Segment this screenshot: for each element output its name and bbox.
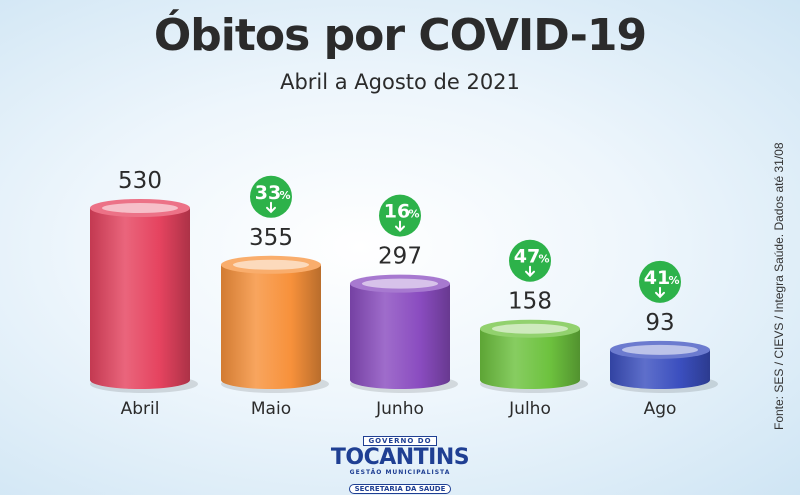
badge-percent: 41 [644, 267, 670, 289]
bar-maio [221, 264, 321, 389]
source-note: Fonte: SES / CIEVS / Integra Saúde. Dado… [772, 142, 786, 430]
down-arrow-icon [395, 220, 405, 233]
value-label: 297 [378, 244, 422, 270]
decrease-badge: 47% [509, 239, 551, 282]
badge-percent: 16 [384, 201, 410, 223]
chart-title: Óbitos por COVID-19 [153, 10, 647, 61]
category-label: Maio [251, 399, 291, 419]
down-arrow-icon [655, 286, 665, 299]
bar-junho [350, 283, 450, 389]
down-arrow-icon [266, 201, 276, 214]
logo-main-text: TOCANTINS [330, 445, 470, 470]
badge-percent: 33 [255, 182, 281, 204]
value-label: 355 [249, 225, 293, 251]
badge-percent-sign: % [538, 253, 549, 266]
bar-top-highlight [362, 278, 438, 289]
logo-dept-text: SECRETARIA DA SAÚDE [348, 484, 452, 494]
bar-top-highlight [233, 259, 309, 270]
decrease-badge: 33% [250, 175, 292, 218]
badge-circle [379, 194, 421, 237]
value-label: 158 [508, 289, 552, 315]
logo-top-text: GOVERNO DO [363, 436, 437, 446]
value-label: 530 [118, 168, 162, 194]
logo-sub-text: GESTÃO MUNICIPALISTA [349, 469, 451, 476]
category-label: Junho [375, 399, 424, 419]
value-label: 93 [645, 310, 674, 336]
down-arrow-icon [525, 265, 535, 278]
badge-percent-sign: % [668, 274, 679, 287]
badge-circle [639, 260, 681, 303]
badge-circle [509, 239, 551, 282]
bar-ago [610, 349, 710, 389]
decrease-badge: 41% [639, 260, 681, 303]
badge-percent-sign: % [279, 189, 290, 202]
badge-percent: 47 [514, 246, 540, 268]
badge-percent-sign: % [408, 208, 419, 221]
bar-top-highlight [102, 203, 178, 213]
chart-subtitle: Abril a Agosto de 2021 [280, 70, 520, 94]
tocantins-logo: GOVERNO DO TOCANTINS GESTÃO MUNICIPALIST… [330, 428, 470, 494]
category-label: Ago [644, 399, 677, 419]
bar-top-highlight [492, 323, 568, 334]
bar-julho [480, 328, 580, 389]
bar-abril [90, 208, 190, 389]
category-label: Julho [508, 399, 551, 419]
badge-circle [250, 175, 292, 218]
decrease-badge: 16% [379, 194, 421, 237]
category-label: Abril [121, 399, 160, 419]
bar-top-highlight [622, 344, 698, 355]
